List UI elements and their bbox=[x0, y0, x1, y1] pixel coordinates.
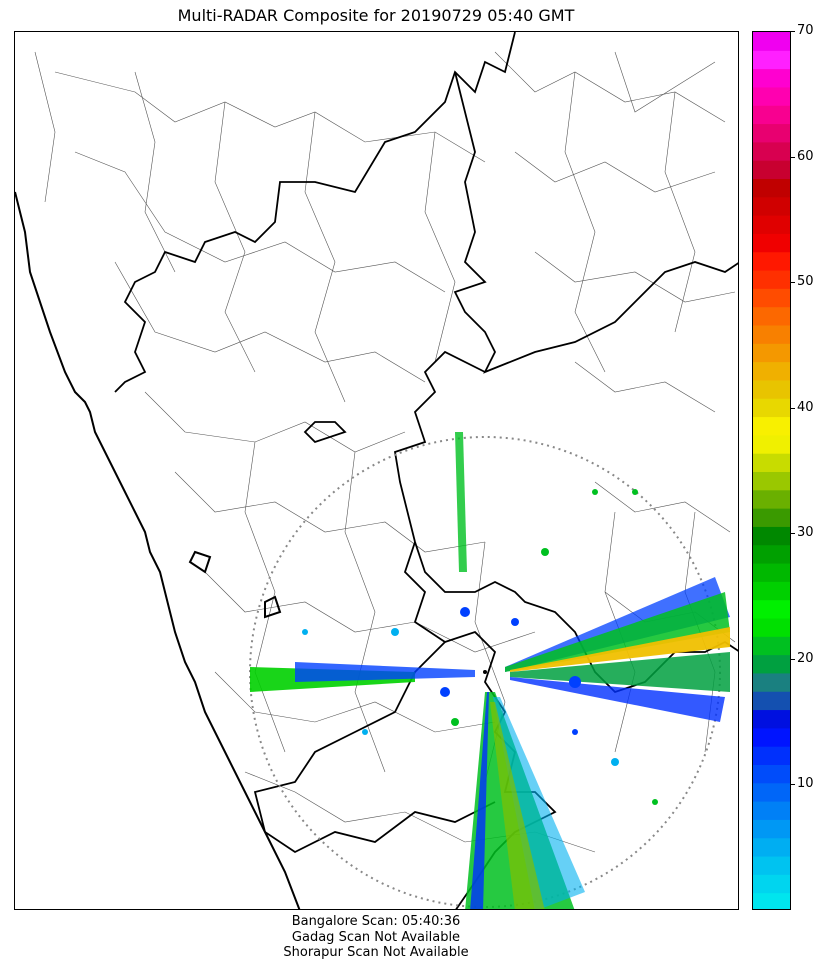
colorbar-band bbox=[753, 471, 790, 491]
colorbar-tick-label: 60 bbox=[791, 149, 814, 164]
colorbar-band bbox=[753, 618, 790, 637]
colorbar-band bbox=[753, 599, 790, 619]
radar-map-canvas bbox=[15, 32, 738, 909]
colorbar-tick-label: 40 bbox=[791, 400, 814, 415]
colorbar-band bbox=[753, 672, 790, 692]
colorbar-band bbox=[753, 32, 790, 51]
colorbar-tick-label: 20 bbox=[791, 651, 814, 666]
scan-status-shorapur: Shorapur Scan Not Available bbox=[283, 945, 469, 960]
map-title: Multi-RADAR Composite for 20190729 05:40… bbox=[177, 6, 575, 25]
colorbar-band bbox=[753, 508, 790, 527]
colorbar-band bbox=[753, 379, 790, 399]
colorbar-band bbox=[753, 398, 790, 418]
colorbar-band bbox=[753, 160, 790, 179]
scan-status-gadag: Gadag Scan Not Available bbox=[291, 929, 461, 945]
colorbar-band bbox=[753, 141, 790, 161]
colorbar-band bbox=[753, 727, 790, 747]
colorbar-band bbox=[753, 874, 790, 894]
colorbar-band bbox=[753, 233, 790, 253]
colorbar-tick-label: 70 bbox=[791, 24, 814, 38]
coastline bbox=[15, 191, 301, 909]
colorbar-ticks: 10 20 30 40 50 60 70 bbox=[791, 24, 825, 910]
colorbar-band bbox=[753, 581, 790, 601]
state-boundaries bbox=[114, 32, 738, 909]
colorbar-band bbox=[753, 819, 790, 839]
colorbar-band bbox=[753, 251, 790, 271]
colorbar-band bbox=[753, 105, 790, 125]
colorbar-band bbox=[753, 746, 790, 765]
reflectivity-colorbar bbox=[752, 31, 791, 910]
colorbar-band bbox=[753, 361, 790, 381]
colorbar-band bbox=[753, 709, 790, 729]
colorbar-band bbox=[753, 270, 790, 289]
colorbar-band bbox=[753, 837, 790, 857]
colorbar-band bbox=[753, 691, 790, 711]
colorbar-band bbox=[753, 654, 790, 674]
colorbar-band bbox=[753, 782, 790, 802]
colorbar-band bbox=[753, 178, 790, 198]
colorbar-band bbox=[753, 801, 790, 820]
colorbar-band bbox=[753, 68, 790, 88]
colorbar-band bbox=[753, 306, 790, 326]
colorbar-band bbox=[753, 343, 790, 363]
colorbar-band bbox=[753, 86, 790, 106]
colorbar-band bbox=[753, 50, 790, 70]
colorbar-band bbox=[753, 123, 790, 143]
colorbar-band bbox=[753, 416, 790, 436]
colorbar-band bbox=[753, 563, 790, 582]
colorbar-band bbox=[753, 453, 790, 472]
colorbar-band bbox=[753, 544, 790, 564]
colorbar-tick-label: 30 bbox=[791, 526, 814, 540]
radar-site-marker bbox=[483, 670, 487, 674]
colorbar-gradient bbox=[753, 32, 790, 909]
colorbar-band bbox=[753, 856, 790, 875]
colorbar-band bbox=[753, 764, 790, 784]
colorbar-band bbox=[753, 636, 790, 656]
colorbar-band bbox=[753, 325, 790, 344]
colorbar-band bbox=[753, 892, 790, 909]
scan-status: Bangalore Scan: 05:40:36 Gadag Scan Not … bbox=[0, 914, 752, 961]
colorbar-band bbox=[753, 526, 790, 546]
scan-status-bangalore: Bangalore Scan: 05:40:36 bbox=[291, 914, 461, 929]
district-boundaries bbox=[34, 51, 736, 853]
colorbar-tick-label: 50 bbox=[791, 275, 814, 289]
colorbar-band bbox=[753, 434, 790, 454]
colorbar-band bbox=[753, 215, 790, 234]
colorbar-band bbox=[753, 288, 790, 308]
radar-echoes bbox=[250, 432, 730, 909]
colorbar-tick-label: 10 bbox=[791, 777, 814, 791]
colorbar-band bbox=[753, 196, 790, 216]
colorbar-band bbox=[753, 489, 790, 509]
radar-map[interactable] bbox=[14, 31, 739, 910]
